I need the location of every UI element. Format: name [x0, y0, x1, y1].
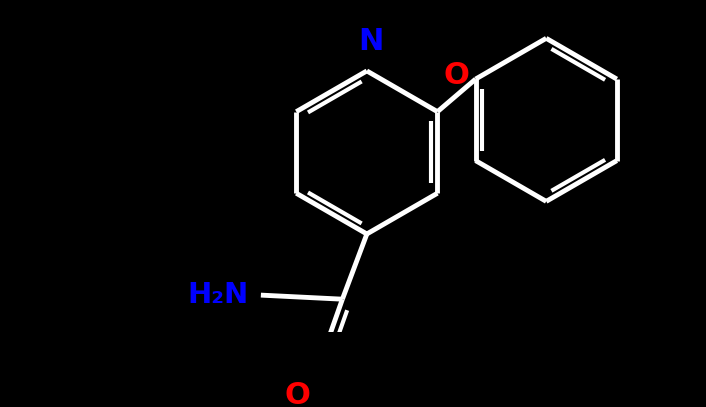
Text: O: O	[285, 381, 311, 407]
Text: O: O	[443, 61, 469, 90]
Text: N: N	[358, 27, 383, 56]
Text: H₂N: H₂N	[187, 281, 249, 309]
